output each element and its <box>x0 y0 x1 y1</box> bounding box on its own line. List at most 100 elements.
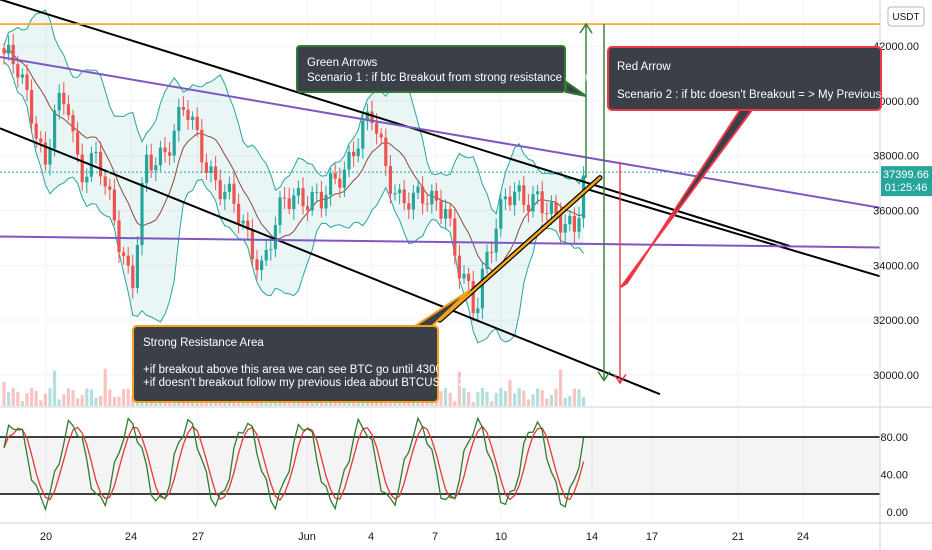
candle-body <box>457 255 461 279</box>
candle-body <box>85 176 89 183</box>
candle-body <box>232 183 236 204</box>
volume-bar <box>209 400 213 406</box>
currency-label: USDT <box>892 12 919 23</box>
volume-bar <box>499 388 503 406</box>
candle-body <box>499 199 503 229</box>
volume-bar <box>80 394 84 406</box>
bollinger-upper-band <box>3 9 585 215</box>
bollinger-band-fill <box>4 10 584 343</box>
candle-body <box>195 116 199 130</box>
volume-bar <box>43 393 47 406</box>
candle-body <box>57 92 61 111</box>
green-arrows-note[interactable]: Green Arrows Scenario 1 : if btc Breakou… <box>296 45 589 93</box>
candle-body <box>154 165 158 171</box>
candle-body <box>448 209 452 219</box>
candle-body <box>140 183 144 246</box>
red-arrow-title: Red Arrow <box>617 61 671 73</box>
candle-body <box>135 245 139 288</box>
volume-bar <box>76 398 80 406</box>
candle-body <box>71 115 75 132</box>
volume-bar <box>582 396 586 406</box>
candle-body <box>508 196 512 206</box>
date-tick-label: Jun <box>298 531 316 543</box>
volume-bar <box>25 392 29 406</box>
volume-bar <box>99 395 103 406</box>
volume-bar <box>536 388 540 406</box>
oscillator-tick-label: 0.00 <box>887 507 908 519</box>
candle-body <box>269 249 273 251</box>
current-price-label: 37399.66 01:25:46 <box>881 166 932 197</box>
candle-body <box>329 173 333 196</box>
candle-body <box>181 107 185 110</box>
candle-body <box>342 169 346 188</box>
volume-bar <box>439 391 443 406</box>
candle-body <box>485 251 489 269</box>
candle-body <box>2 48 6 54</box>
volume-bar <box>540 390 544 406</box>
volume-bar <box>7 392 11 406</box>
volume-bar <box>526 399 530 406</box>
price-tick-label: 42000.00 <box>873 41 919 53</box>
stoch-k-line <box>3 416 585 512</box>
price-tick-label: 40000.00 <box>873 96 919 108</box>
volume-bar <box>448 392 452 406</box>
red-arrow-note[interactable]: Red Arrow Scenario 2 : if btc doesn't Br… <box>607 46 907 111</box>
candle-body <box>20 74 24 78</box>
candle-body <box>214 166 218 181</box>
candle-body <box>11 44 15 65</box>
volume-bar <box>131 396 135 406</box>
candle-body <box>476 308 480 314</box>
candle-body <box>522 185 526 205</box>
candle-body <box>513 191 517 206</box>
candle-body <box>43 142 47 165</box>
volume-bar <box>572 388 576 406</box>
volume-bar <box>16 391 20 406</box>
candle-body <box>227 183 231 192</box>
strong-resistance-note[interactable]: Strong Resistance Area +if breakout abov… <box>132 325 473 403</box>
candle-body <box>287 198 291 210</box>
trendline <box>0 55 880 209</box>
candle-body <box>122 252 126 256</box>
candle-body <box>172 130 176 156</box>
volume-bar <box>549 394 553 406</box>
resistance-note-pointer <box>411 289 471 327</box>
volume-bar <box>462 388 466 406</box>
oscillator-axis: 80.00 40.00 0.00 <box>880 432 908 519</box>
volume-bar <box>66 388 70 406</box>
candle-body <box>319 191 323 209</box>
volume-bar <box>62 394 66 406</box>
strong-resistance-line2: +if doesn't breakout follow my previous … <box>143 377 473 389</box>
volume-bar <box>48 388 52 406</box>
candle-body <box>273 225 277 250</box>
candle-body <box>296 188 300 196</box>
price-tick-label: 38000.00 <box>873 151 919 163</box>
candle-body <box>34 123 38 139</box>
volume-bar <box>11 388 15 406</box>
candle-body <box>117 220 121 253</box>
date-tick-label: 27 <box>192 531 204 543</box>
date-tick-label: 20 <box>40 531 52 543</box>
currency-badge[interactable]: USDT <box>887 6 925 27</box>
stoch-d-line <box>3 425 585 502</box>
price-tick-label: 36000.00 <box>873 206 919 218</box>
candle-body <box>563 224 567 233</box>
candle-body <box>39 138 43 143</box>
strong-resistance-title: Strong Resistance Area <box>143 337 264 349</box>
price-tick-label: 34000.00 <box>873 260 919 272</box>
volume-bar <box>89 389 93 406</box>
candle-body <box>76 131 80 155</box>
rising-support-core <box>438 176 602 322</box>
candle-body <box>204 162 208 173</box>
volume-bar <box>2 382 6 406</box>
candle-body <box>315 191 319 193</box>
price-tick-label: 30000.00 <box>873 370 919 382</box>
candle-body <box>375 123 379 134</box>
volume-bar <box>577 389 581 406</box>
volume-bar <box>112 396 116 406</box>
candle-body <box>108 186 112 190</box>
volume-bar <box>517 388 521 406</box>
candle-body <box>264 249 268 261</box>
date-tick-label: 24 <box>797 531 809 543</box>
volume-bar <box>545 398 549 406</box>
